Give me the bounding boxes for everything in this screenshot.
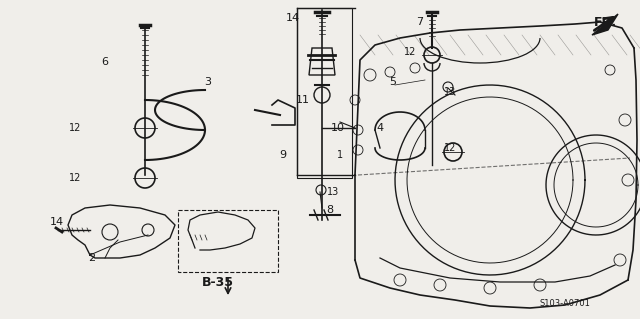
Text: 7: 7 xyxy=(417,17,424,27)
Text: 12: 12 xyxy=(444,143,456,153)
Text: 4: 4 xyxy=(376,123,383,133)
Text: 12: 12 xyxy=(69,173,81,183)
Polygon shape xyxy=(592,14,618,35)
Text: 14: 14 xyxy=(286,13,300,23)
Text: B-35: B-35 xyxy=(202,276,234,288)
Text: 10: 10 xyxy=(331,123,345,133)
Text: 5: 5 xyxy=(390,77,397,87)
Text: 1: 1 xyxy=(337,150,343,160)
Text: FR.: FR. xyxy=(593,16,616,28)
Text: 6: 6 xyxy=(102,57,109,67)
Text: 12: 12 xyxy=(404,47,416,57)
Text: 13: 13 xyxy=(444,87,456,97)
Text: 13: 13 xyxy=(327,187,339,197)
Text: 8: 8 xyxy=(326,205,333,215)
Bar xyxy=(297,8,352,178)
Text: 3: 3 xyxy=(205,77,211,87)
Bar xyxy=(178,210,278,272)
Text: 2: 2 xyxy=(88,253,95,263)
FancyArrowPatch shape xyxy=(595,17,613,30)
Text: 9: 9 xyxy=(280,150,287,160)
Text: S103-A0701: S103-A0701 xyxy=(540,300,591,308)
Text: 14: 14 xyxy=(50,217,64,227)
Text: 11: 11 xyxy=(296,95,310,105)
Text: 12: 12 xyxy=(69,123,81,133)
